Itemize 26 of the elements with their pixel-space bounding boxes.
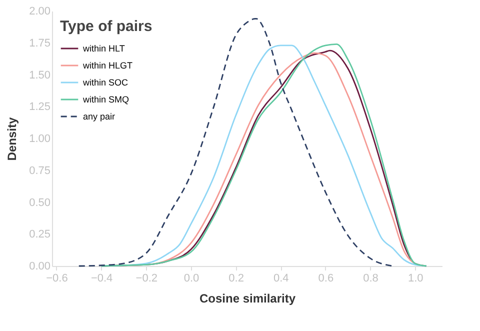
x-tick-label: 0.2 bbox=[228, 272, 244, 284]
x-tick-label: −0.4 bbox=[90, 272, 113, 284]
x-tick-label: 0.0 bbox=[184, 272, 200, 284]
y-tick-label: 0.00 bbox=[29, 260, 50, 272]
x-tick-label: 0.6 bbox=[318, 272, 334, 284]
legend-title: Type of pairs bbox=[60, 18, 152, 35]
y-tick-label: 0.25 bbox=[29, 228, 50, 241]
legend-label: within SOC bbox=[82, 78, 129, 88]
y-tick-label: 0.50 bbox=[29, 196, 50, 209]
legend-label: within HLGT bbox=[82, 60, 134, 70]
x-tick-label: 0.4 bbox=[273, 272, 289, 284]
legend-label: within HLT bbox=[82, 44, 126, 54]
y-axis-title: Density bbox=[5, 117, 20, 161]
y-tick-label: 1.25 bbox=[29, 101, 50, 114]
x-axis-title: Cosine similarity bbox=[199, 292, 296, 306]
y-tick-label: 2.00 bbox=[29, 6, 50, 18]
y-tick-label: 1.50 bbox=[29, 69, 50, 82]
y-tick-label: 1.75 bbox=[29, 37, 50, 50]
x-tick-label: −0.6 bbox=[46, 272, 68, 284]
legend-label: within SMQ bbox=[82, 94, 130, 104]
x-tick-label: 1.0 bbox=[408, 272, 424, 284]
y-tick-label: 1.00 bbox=[29, 133, 50, 145]
legend-label: any pair bbox=[83, 112, 116, 122]
x-tick-label: −0.2 bbox=[136, 272, 158, 284]
y-tick-label: 0.75 bbox=[29, 164, 50, 177]
x-tick-label: 0.8 bbox=[363, 272, 378, 284]
